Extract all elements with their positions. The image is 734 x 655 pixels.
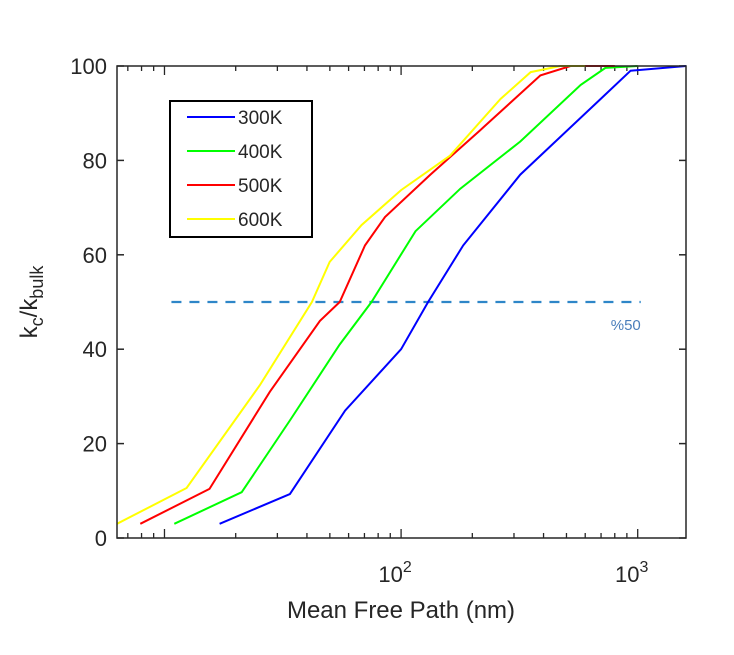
y-tick-label: 20 xyxy=(83,432,107,457)
y-tick-label: 0 xyxy=(95,526,107,551)
x-tick-labels: 102 103 xyxy=(378,559,648,587)
y-tick-labels: 0 20 40 60 80 100 xyxy=(70,54,107,551)
y-tick-label: 100 xyxy=(70,54,107,79)
y-tick-label: 40 xyxy=(83,337,107,362)
y-tick-label: 60 xyxy=(83,243,107,268)
series-line-500K xyxy=(139,65,615,525)
legend-label: 600K xyxy=(238,210,283,231)
plot-frame xyxy=(116,65,687,539)
x-axis-label: Mean Free Path (nm) xyxy=(287,597,515,624)
legend-label: 400K xyxy=(238,142,283,163)
legend-label: 500K xyxy=(238,176,283,197)
y-axis-label: kc/kbulk xyxy=(16,265,47,339)
fifty-percent-label: %50 xyxy=(611,317,641,334)
series-lines xyxy=(116,65,687,525)
legend: 300K 400K 500K 600K xyxy=(169,100,313,238)
legend-box xyxy=(169,100,313,238)
y-tick-label: 80 xyxy=(83,148,107,173)
x-tick-label: 102 xyxy=(378,559,411,587)
series-line-300K xyxy=(219,65,687,525)
legend-label: 300K xyxy=(238,108,283,129)
series-line-600K xyxy=(116,65,586,525)
x-tick-label: 103 xyxy=(615,559,648,587)
series-line-400K xyxy=(173,65,638,525)
